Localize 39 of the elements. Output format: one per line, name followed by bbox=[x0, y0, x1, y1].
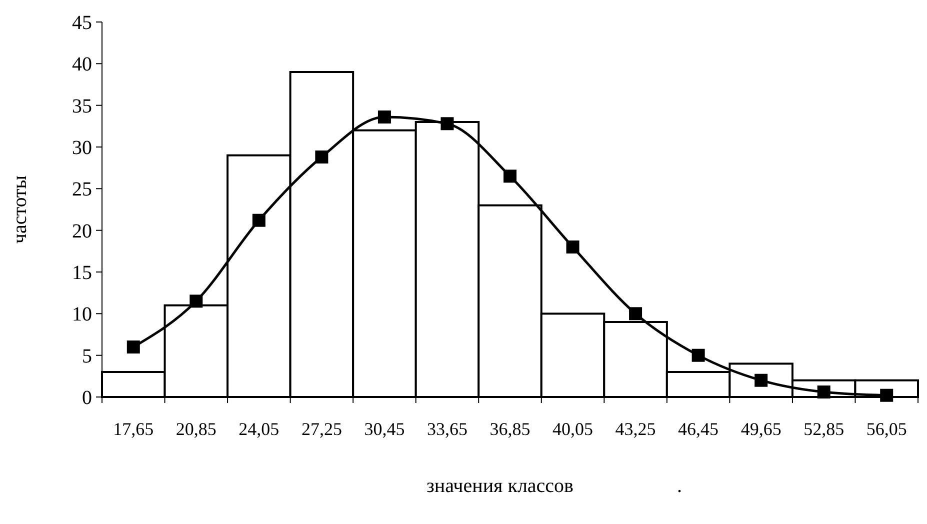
y-axis-title: частоты bbox=[9, 175, 31, 244]
y-tick-label: 10 bbox=[72, 304, 92, 326]
point bbox=[252, 214, 266, 227]
x-tick-label: 52,85 bbox=[804, 419, 844, 439]
x-tick-label: 40,05 bbox=[552, 419, 594, 439]
point bbox=[190, 294, 203, 308]
y-tick-label: 20 bbox=[72, 220, 92, 242]
x-tick-label: 17,65 bbox=[113, 419, 154, 439]
point bbox=[315, 150, 328, 164]
x-tick-label: 30,45 bbox=[364, 419, 405, 439]
x-tick-label: 27,25 bbox=[301, 419, 342, 439]
y-tick-label: 35 bbox=[72, 95, 92, 118]
x-tick-label: 24,05 bbox=[238, 419, 280, 439]
y-tick-label: 5 bbox=[82, 345, 92, 368]
point bbox=[880, 388, 894, 402]
point bbox=[692, 348, 705, 362]
point bbox=[817, 386, 830, 398]
y-tick-label: 15 bbox=[72, 262, 92, 284]
x-tick-label: 46,45 bbox=[678, 419, 719, 439]
point bbox=[378, 110, 391, 124]
x-tick-label: 20,85 bbox=[176, 419, 216, 439]
y-tick-label: 45 bbox=[72, 12, 92, 34]
x-tick-label: 49,65 bbox=[740, 419, 782, 439]
point bbox=[440, 117, 454, 130]
point bbox=[566, 240, 580, 254]
x-axis-title: значения классов bbox=[426, 475, 574, 497]
x-tick-label: 36,85 bbox=[490, 419, 530, 439]
point bbox=[629, 307, 642, 320]
x-tick-label: 56,05 bbox=[866, 419, 907, 439]
x-tick-label: 33,65 bbox=[426, 419, 468, 439]
y-tick-label: 30 bbox=[72, 137, 92, 159]
y-tick-label: 40 bbox=[72, 54, 92, 76]
y-tick-label: 25 bbox=[72, 178, 92, 201]
point bbox=[126, 340, 140, 354]
point bbox=[754, 374, 768, 387]
text: . bbox=[677, 475, 682, 497]
point bbox=[504, 170, 516, 183]
y-tick-label: 0 bbox=[82, 387, 92, 409]
x-tick-label: 43,25 bbox=[615, 419, 656, 439]
